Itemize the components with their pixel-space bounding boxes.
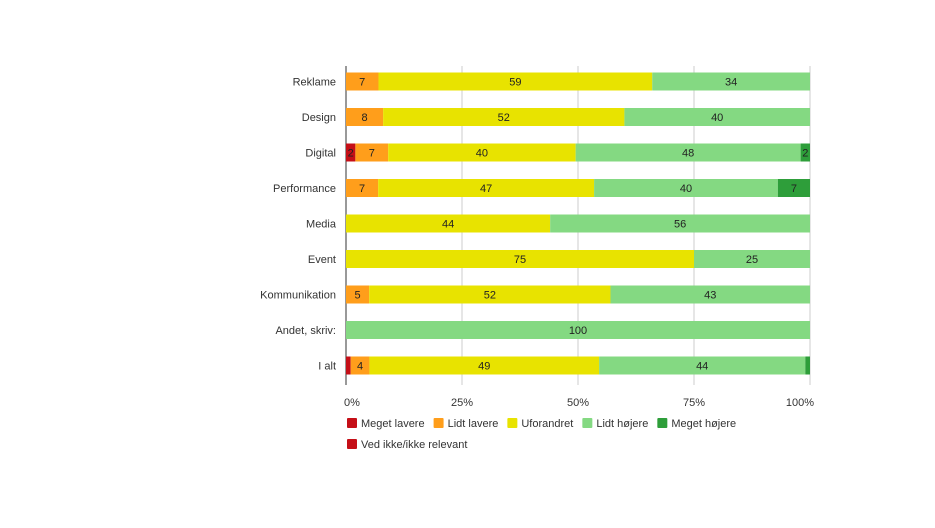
category-label: Event — [308, 254, 336, 266]
bar-value-label: 52 — [484, 290, 496, 302]
bar-segment — [346, 321, 810, 339]
bar-value-label: 5 — [355, 290, 361, 302]
bar-segment — [346, 108, 384, 126]
bar-value-label: 2 — [348, 148, 354, 160]
bar-segment — [800, 143, 810, 162]
legend-swatch — [582, 418, 593, 428]
bar-value-label: 7 — [359, 183, 365, 195]
bar-segment — [575, 143, 801, 162]
bar-segment — [378, 72, 653, 91]
bar-value-label: 44 — [696, 361, 708, 373]
bar-value-label: 75 — [514, 254, 526, 266]
bar-value-label: 100 — [569, 325, 587, 337]
bar-value-label: 44 — [442, 219, 454, 231]
bar-value-label: 47 — [480, 183, 492, 195]
x-tick-label: 50% — [567, 397, 589, 409]
bar-segment — [346, 250, 694, 268]
bar-segment — [777, 179, 810, 197]
legend-label: Meget højere — [671, 418, 736, 430]
bar-value-label: 49 — [478, 361, 490, 373]
bar-segment — [652, 72, 810, 91]
bar-value-label: 7 — [369, 148, 375, 160]
legend-label: Ved ikke/ikke relevant — [361, 439, 467, 451]
bar-segment — [610, 285, 810, 304]
bar-segment — [346, 214, 551, 233]
category-label: Kommunikation — [260, 290, 336, 302]
legend-swatch — [657, 418, 668, 428]
bar-segment — [383, 108, 625, 126]
bar-segment — [346, 143, 356, 162]
bar-value-label: 2 — [802, 148, 808, 160]
bar-segment — [378, 179, 595, 197]
bar-segment — [594, 179, 778, 197]
bar-segment — [346, 356, 351, 375]
x-tick-label: 100% — [786, 397, 814, 409]
bar-value-label: 7 — [791, 183, 797, 195]
legend: Meget lavere Lidt lavere Uforandret Lidt hø… — [347, 418, 736, 451]
bar-segment — [369, 285, 611, 304]
bar-segment — [346, 179, 379, 197]
bar-value-label: 48 — [682, 148, 694, 160]
category-label: Performance — [273, 183, 336, 195]
x-tick-label: 25% — [451, 397, 473, 409]
legend-swatch — [347, 418, 357, 428]
legend-swatch — [347, 439, 357, 449]
bar-value-label: 25 — [746, 254, 758, 266]
x-tick-labels: 0% 25% 50% 75% 100% — [344, 397, 814, 409]
category-label: Andet, skriv: — [275, 325, 336, 337]
bar-value-label: 59 — [509, 77, 521, 89]
bar-segment — [369, 356, 600, 375]
bar-segment — [550, 214, 810, 233]
bar-value-label: 7 — [359, 77, 365, 89]
bar-segment — [355, 143, 389, 162]
bar-value-label: 8 — [361, 112, 367, 124]
legend-label: Lidt lavere — [448, 418, 499, 430]
legend-label: Meget lavere — [361, 418, 425, 430]
bar-value-label: 43 — [704, 290, 716, 302]
legend-label: Uforandret — [521, 418, 573, 430]
bar-segment — [388, 143, 576, 162]
bar-segment — [346, 72, 379, 91]
category-label: Digital — [305, 148, 336, 160]
legend-swatch — [433, 418, 444, 428]
x-tick-label: 0% — [344, 397, 360, 409]
category-label: Reklame — [293, 77, 336, 89]
category-label: Design — [302, 112, 336, 124]
bar-value-label: 4 — [357, 361, 363, 373]
legend-label: Lidt højere — [596, 418, 648, 430]
category-labels: Reklame Design Digital Performance Media Even… — [260, 77, 337, 373]
bar-value-label: 52 — [498, 112, 510, 124]
x-tick-label: 75% — [683, 397, 705, 409]
bar-segment — [599, 356, 806, 375]
bar-value-label: 56 — [674, 219, 686, 231]
legend-swatch — [507, 418, 518, 428]
bar-value-label: 40 — [680, 183, 692, 195]
bar-value-label: 40 — [476, 148, 488, 160]
bars: 7 59 34 8 52 40 2 7 40 48 2 7 47 40 7 44 56 75 25 5 52 43 100 4… — [346, 72, 810, 375]
bar-segment — [346, 285, 370, 304]
category-label: Media — [306, 219, 337, 231]
bar-value-label: 40 — [711, 112, 723, 124]
bar-segment — [624, 108, 810, 126]
bar-segment — [694, 250, 810, 268]
bar-segment — [805, 356, 810, 375]
bar-segment — [350, 356, 370, 375]
category-label: I alt — [318, 361, 336, 373]
bar-value-label: 34 — [725, 77, 737, 89]
